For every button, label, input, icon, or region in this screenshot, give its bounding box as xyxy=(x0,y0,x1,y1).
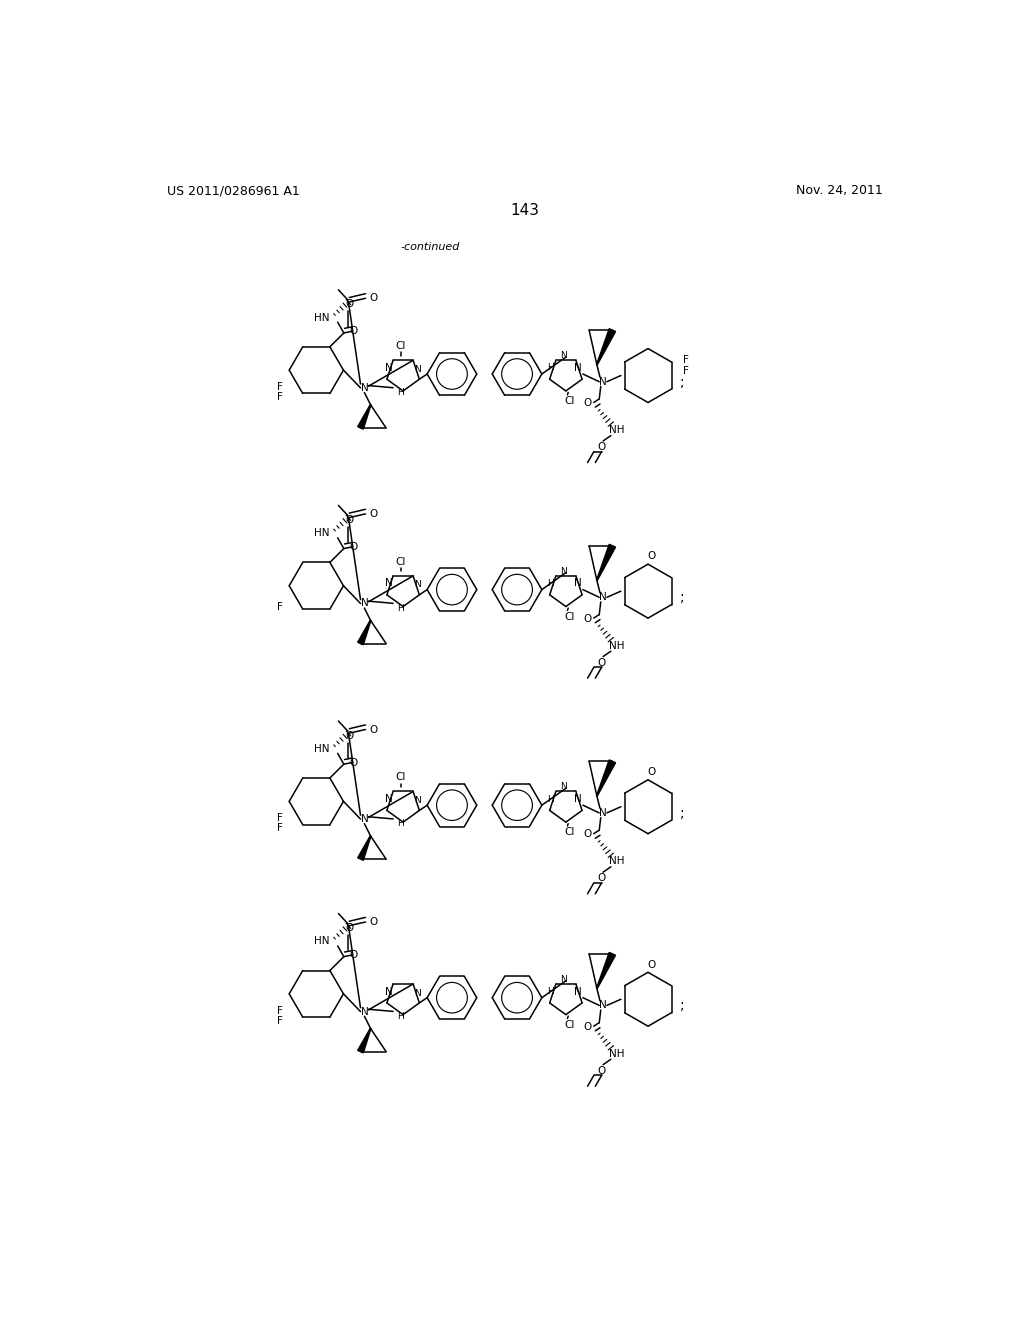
Text: HN: HN xyxy=(314,743,330,754)
Polygon shape xyxy=(597,329,615,364)
Text: O: O xyxy=(584,614,592,624)
Text: NH: NH xyxy=(609,425,625,436)
Text: N: N xyxy=(560,783,567,791)
Text: HN: HN xyxy=(314,313,330,322)
Text: US 2011/0286961 A1: US 2011/0286961 A1 xyxy=(167,185,299,197)
Text: H: H xyxy=(397,820,404,828)
Text: NH: NH xyxy=(609,640,625,651)
Text: O: O xyxy=(370,510,378,519)
Text: N: N xyxy=(414,796,421,805)
Text: N: N xyxy=(599,1001,607,1010)
Text: F: F xyxy=(276,602,283,612)
Text: HN: HN xyxy=(314,936,330,946)
Text: N: N xyxy=(385,578,393,589)
Text: N: N xyxy=(574,795,583,804)
Text: N: N xyxy=(360,383,369,393)
Text: 143: 143 xyxy=(510,203,540,218)
Text: -continued: -continued xyxy=(400,242,460,252)
Text: N: N xyxy=(574,986,583,997)
Text: F: F xyxy=(276,1006,283,1016)
Polygon shape xyxy=(357,405,371,429)
Text: O: O xyxy=(597,657,605,668)
Text: F: F xyxy=(683,366,689,376)
Polygon shape xyxy=(357,620,371,644)
Text: O: O xyxy=(345,731,353,741)
Text: HN: HN xyxy=(314,528,330,539)
Text: N: N xyxy=(414,989,421,998)
Text: Cl: Cl xyxy=(395,772,406,783)
Text: N: N xyxy=(385,795,393,804)
Text: N: N xyxy=(414,581,421,590)
Polygon shape xyxy=(357,836,371,861)
Text: N: N xyxy=(385,986,393,997)
Text: O: O xyxy=(597,442,605,453)
Text: O: O xyxy=(584,1022,592,1032)
Text: Cl: Cl xyxy=(564,611,574,622)
Text: N: N xyxy=(360,814,369,824)
Text: F: F xyxy=(276,813,283,824)
Text: H: H xyxy=(547,795,554,804)
Text: N: N xyxy=(360,1007,369,1016)
Text: H: H xyxy=(547,579,554,587)
Text: F: F xyxy=(276,381,283,392)
Text: Nov. 24, 2011: Nov. 24, 2011 xyxy=(796,185,883,197)
Polygon shape xyxy=(357,1028,371,1053)
Text: NH: NH xyxy=(609,857,625,866)
Text: O: O xyxy=(370,917,378,927)
Text: O: O xyxy=(345,300,353,309)
Text: N: N xyxy=(360,598,369,609)
Text: H: H xyxy=(397,603,404,612)
Text: O: O xyxy=(648,552,656,561)
Text: O: O xyxy=(349,326,357,337)
Text: O: O xyxy=(349,950,357,960)
Text: H: H xyxy=(547,987,554,997)
Text: O: O xyxy=(370,725,378,734)
Polygon shape xyxy=(597,760,615,796)
Text: ;: ; xyxy=(680,590,684,605)
Text: N: N xyxy=(574,578,583,589)
Polygon shape xyxy=(597,953,615,989)
Text: N: N xyxy=(560,974,567,983)
Text: Cl: Cl xyxy=(395,557,406,566)
Text: O: O xyxy=(648,960,656,970)
Text: O: O xyxy=(349,543,357,552)
Text: F: F xyxy=(276,1016,283,1026)
Text: F: F xyxy=(683,355,689,366)
Text: Cl: Cl xyxy=(564,1019,574,1030)
Text: N: N xyxy=(599,593,607,602)
Text: O: O xyxy=(345,923,353,933)
Text: N: N xyxy=(599,808,607,818)
Text: H: H xyxy=(397,1011,404,1020)
Text: N: N xyxy=(599,376,607,387)
Text: F: F xyxy=(276,392,283,403)
Text: ;: ; xyxy=(680,807,684,820)
Text: O: O xyxy=(584,829,592,840)
Text: N: N xyxy=(414,364,421,374)
Text: ;: ; xyxy=(680,375,684,388)
Text: Cl: Cl xyxy=(564,828,574,837)
Text: N: N xyxy=(560,351,567,360)
Text: O: O xyxy=(345,515,353,525)
Text: H: H xyxy=(547,363,554,372)
Text: O: O xyxy=(584,399,592,408)
Text: NH: NH xyxy=(609,1049,625,1059)
Text: Cl: Cl xyxy=(564,396,574,407)
Text: O: O xyxy=(349,758,357,768)
Text: O: O xyxy=(597,1065,605,1076)
Text: N: N xyxy=(560,566,567,576)
Text: ;: ; xyxy=(680,998,684,1012)
Text: F: F xyxy=(276,824,283,833)
Text: O: O xyxy=(597,874,605,883)
Text: H: H xyxy=(397,388,404,397)
Polygon shape xyxy=(597,544,615,581)
Text: O: O xyxy=(648,767,656,777)
Text: N: N xyxy=(574,363,583,372)
Text: Cl: Cl xyxy=(395,342,406,351)
Text: O: O xyxy=(370,293,378,304)
Text: N: N xyxy=(385,363,393,372)
